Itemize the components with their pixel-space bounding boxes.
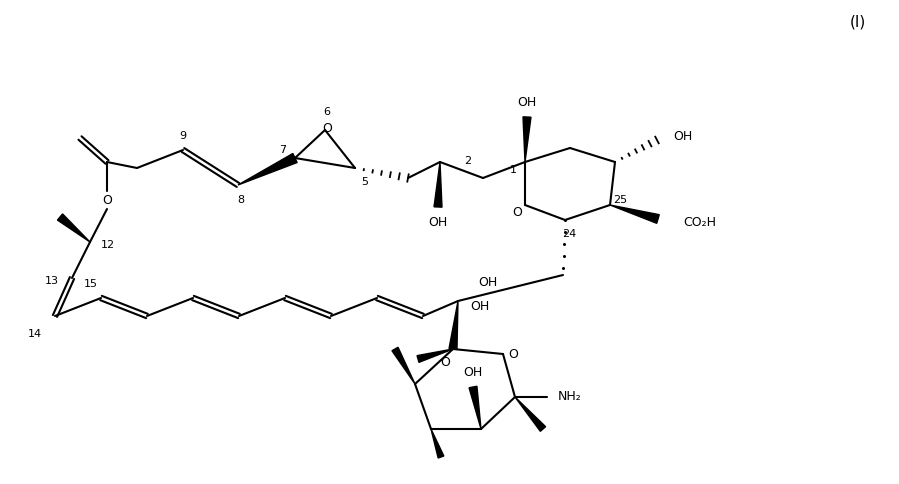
Text: O: O [102,194,112,207]
Text: OH: OH [470,300,490,313]
Text: 14: 14 [28,329,42,339]
Polygon shape [610,205,659,223]
Text: OH: OH [463,365,483,378]
Text: CO₂H: CO₂H [683,216,717,229]
Polygon shape [523,117,531,162]
Polygon shape [431,429,444,458]
Text: OH: OH [673,130,692,142]
Text: (I): (I) [850,15,866,30]
Polygon shape [469,386,481,429]
Text: NH₂: NH₂ [558,391,582,404]
Text: 13: 13 [45,276,59,286]
Text: 25: 25 [613,195,628,205]
Text: OH: OH [478,276,498,289]
Text: 15: 15 [84,279,98,289]
Text: O: O [322,121,332,135]
Polygon shape [434,162,442,207]
Text: 5: 5 [361,177,369,187]
Polygon shape [515,397,546,431]
Polygon shape [392,347,415,384]
Text: 24: 24 [562,229,576,239]
Text: 6: 6 [324,107,331,117]
Text: O: O [508,348,518,361]
Text: 12: 12 [101,240,115,250]
Text: OH: OH [429,215,448,228]
Text: 2: 2 [465,156,472,166]
Text: O: O [441,357,450,369]
Polygon shape [58,214,90,242]
Text: 1: 1 [510,165,517,175]
Polygon shape [449,301,458,349]
Text: 7: 7 [280,145,287,155]
Polygon shape [238,153,298,185]
Text: OH: OH [518,95,537,108]
Text: 9: 9 [180,131,187,141]
Polygon shape [417,349,453,363]
Text: 8: 8 [237,195,245,205]
Text: O: O [512,207,522,220]
